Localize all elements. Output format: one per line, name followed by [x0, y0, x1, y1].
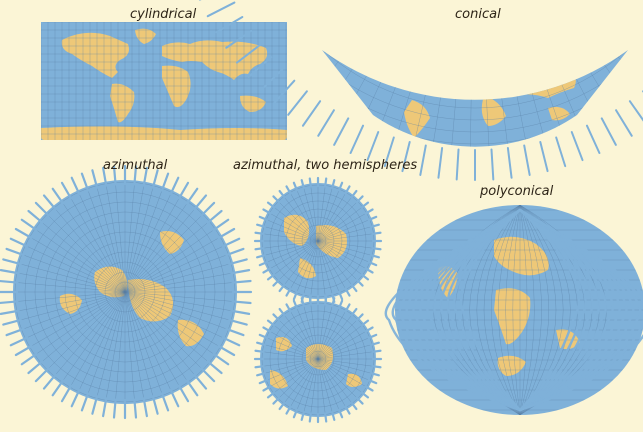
cylindrical-graticule — [41, 22, 287, 140]
azimuthal-label: azimuthal — [103, 158, 168, 173]
cylindrical-label: cylindrical — [130, 7, 197, 22]
two-hemispheres-map — [253, 176, 383, 424]
azimuthal-map — [0, 164, 253, 420]
conical-ocean — [322, 50, 628, 147]
northern-hemisphere — [253, 176, 383, 306]
conical-label: conical — [455, 7, 501, 22]
azimuthal-two-hemispheres-label: azimuthal, two hemispheres — [233, 158, 418, 173]
polyconical-meridian-fringe — [384, 208, 643, 412]
polyconical-map — [384, 205, 643, 415]
azimuthal-meridian-fringe — [0, 164, 253, 420]
southern-hemisphere — [253, 294, 383, 424]
polyconical-label: polyconical — [480, 184, 554, 199]
conical-meridian-fringe — [198, 0, 643, 181]
azimuthal-graticule — [13, 180, 237, 404]
cylindrical-map — [41, 22, 287, 140]
